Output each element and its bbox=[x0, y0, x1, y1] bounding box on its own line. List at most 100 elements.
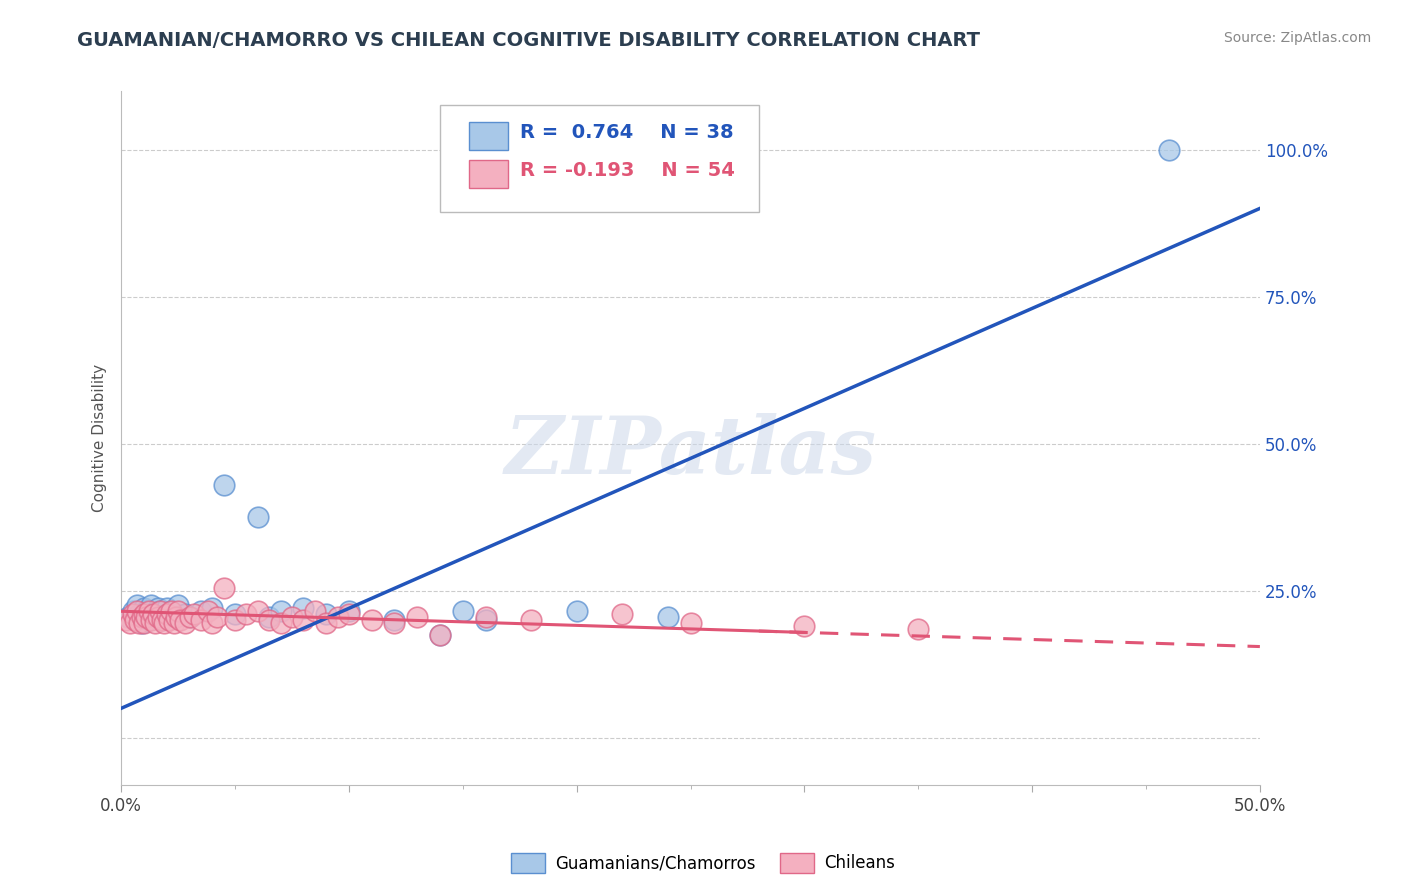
Point bbox=[337, 604, 360, 618]
Text: ZIPatlas: ZIPatlas bbox=[505, 413, 876, 491]
Point bbox=[160, 604, 183, 618]
Legend: Guamanians/Chamorros, Chileans: Guamanians/Chamorros, Chileans bbox=[505, 847, 901, 880]
Point bbox=[474, 610, 496, 624]
Point bbox=[679, 615, 702, 630]
Point bbox=[135, 610, 157, 624]
Point bbox=[224, 607, 246, 622]
Point bbox=[142, 607, 165, 622]
Point bbox=[128, 615, 150, 630]
Point bbox=[157, 613, 180, 627]
Point bbox=[127, 599, 149, 613]
Point bbox=[246, 604, 269, 618]
Point bbox=[451, 604, 474, 618]
Point bbox=[326, 610, 349, 624]
Point bbox=[128, 607, 150, 622]
Point bbox=[162, 615, 184, 630]
Point bbox=[124, 613, 146, 627]
Point bbox=[150, 613, 173, 627]
Point bbox=[120, 615, 142, 630]
Point bbox=[149, 604, 172, 618]
Point bbox=[139, 613, 162, 627]
FancyBboxPatch shape bbox=[468, 122, 509, 150]
FancyBboxPatch shape bbox=[440, 104, 759, 212]
Point bbox=[131, 615, 153, 630]
Point bbox=[907, 622, 929, 636]
Point bbox=[132, 601, 155, 615]
Text: Source: ZipAtlas.com: Source: ZipAtlas.com bbox=[1223, 31, 1371, 45]
Point bbox=[117, 610, 139, 624]
Point bbox=[167, 604, 190, 618]
Point bbox=[156, 607, 179, 622]
Point bbox=[153, 615, 176, 630]
Point bbox=[139, 599, 162, 613]
Point bbox=[1157, 143, 1180, 157]
Point bbox=[201, 601, 224, 615]
Point bbox=[174, 607, 197, 622]
Point bbox=[197, 604, 219, 618]
Point bbox=[190, 604, 212, 618]
Point bbox=[142, 607, 165, 622]
Point bbox=[183, 607, 205, 622]
Point bbox=[201, 615, 224, 630]
Point bbox=[793, 619, 815, 633]
Point bbox=[257, 610, 280, 624]
Point bbox=[146, 601, 169, 615]
Text: GUAMANIAN/CHAMORRO VS CHILEAN COGNITIVE DISABILITY CORRELATION CHART: GUAMANIAN/CHAMORRO VS CHILEAN COGNITIVE … bbox=[77, 31, 980, 50]
Point bbox=[146, 610, 169, 624]
Point bbox=[360, 613, 382, 627]
Point bbox=[657, 610, 679, 624]
Point bbox=[429, 628, 451, 642]
Point bbox=[145, 610, 167, 624]
Point bbox=[132, 615, 155, 630]
Text: R = -0.193    N = 54: R = -0.193 N = 54 bbox=[520, 161, 734, 180]
Point bbox=[132, 607, 155, 622]
Point bbox=[132, 610, 155, 624]
Point bbox=[135, 604, 157, 618]
Point bbox=[205, 610, 228, 624]
Point bbox=[179, 610, 201, 624]
Point bbox=[138, 604, 160, 618]
Point bbox=[179, 610, 201, 624]
Point bbox=[235, 607, 257, 622]
Point bbox=[612, 607, 634, 622]
Point bbox=[169, 613, 191, 627]
Point bbox=[315, 607, 337, 622]
Y-axis label: Cognitive Disability: Cognitive Disability bbox=[93, 364, 107, 512]
Point bbox=[224, 613, 246, 627]
Point bbox=[384, 615, 406, 630]
Point bbox=[127, 604, 149, 618]
Point bbox=[337, 607, 360, 622]
Point bbox=[315, 615, 337, 630]
FancyBboxPatch shape bbox=[468, 161, 509, 188]
Point bbox=[138, 613, 160, 627]
Point bbox=[165, 610, 187, 624]
Point bbox=[160, 604, 183, 618]
Point bbox=[292, 601, 315, 615]
Point bbox=[246, 510, 269, 524]
Point bbox=[520, 613, 543, 627]
Point bbox=[167, 599, 190, 613]
Point bbox=[174, 615, 197, 630]
Point bbox=[121, 607, 143, 622]
Point bbox=[270, 615, 292, 630]
Point bbox=[145, 615, 167, 630]
Point bbox=[565, 604, 588, 618]
Point bbox=[124, 613, 146, 627]
Point bbox=[190, 613, 212, 627]
Point bbox=[131, 610, 153, 624]
Point bbox=[429, 628, 451, 642]
Point bbox=[156, 601, 179, 615]
Point bbox=[406, 610, 429, 624]
Point bbox=[150, 613, 173, 627]
Text: R =  0.764    N = 38: R = 0.764 N = 38 bbox=[520, 123, 734, 142]
Point bbox=[384, 613, 406, 627]
Point bbox=[121, 604, 143, 618]
Point bbox=[304, 604, 326, 618]
Point bbox=[114, 613, 136, 627]
Point bbox=[149, 604, 172, 618]
Point bbox=[257, 613, 280, 627]
Point bbox=[292, 613, 315, 627]
Point bbox=[474, 613, 496, 627]
Point bbox=[212, 581, 235, 595]
Point bbox=[270, 604, 292, 618]
